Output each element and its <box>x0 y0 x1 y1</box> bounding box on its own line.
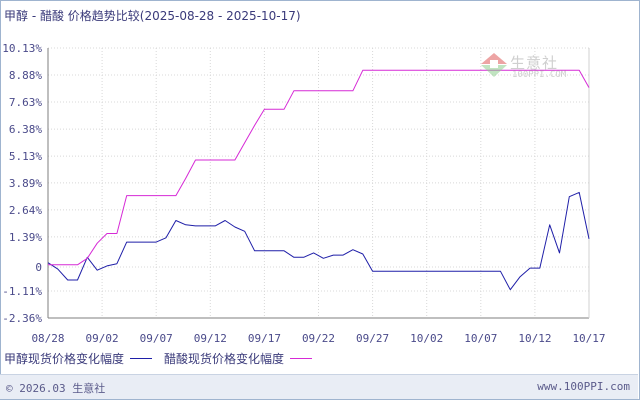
y-tick-label: 2.64% <box>9 204 42 217</box>
x-tick-label: 08/28 <box>31 332 64 345</box>
y-tick-label: 6.38% <box>9 123 42 136</box>
y-tick-label: 8.88% <box>9 69 42 82</box>
x-tick-label: 10/12 <box>518 332 551 345</box>
y-tick-label: 1.39% <box>9 231 42 244</box>
x-tick-label: 09/07 <box>140 332 173 345</box>
y-tick-label: 10.13% <box>2 42 42 55</box>
x-tick-label: 09/17 <box>248 332 281 345</box>
x-tick-labels: 08/28 09/02 09/07 09/12 09/17 09/22 09/27 10/02… <box>31 332 605 345</box>
legend-swatch-methanol <box>130 358 153 359</box>
axes <box>47 48 590 319</box>
watermark: 生意社 100PPI.COM <box>480 52 566 82</box>
legend-label-methanol: 甲醇现货价格变化幅度 <box>4 352 125 366</box>
legend-item-methanol: 甲醇现货价格变化幅度 <box>4 350 153 367</box>
y-tick-label: -1.11% <box>2 285 42 298</box>
x-tick-label: 09/22 <box>302 332 335 345</box>
y-tick-label: -2.36% <box>2 312 42 325</box>
x-tick-label: 09/02 <box>86 332 119 345</box>
x-tick-label: 10/02 <box>410 332 443 345</box>
y-tick-labels: 10.13% 8.88% 7.63% 6.38% 5.13% 3.89% 2.64% 1.39… <box>2 42 42 325</box>
y-tick-label: 5.13% <box>9 150 42 163</box>
legend-item-acetic-acid: 醋酸现货价格变化幅度 <box>164 350 313 367</box>
chart-title: 甲醇 - 醋酸 价格趋势比较(2025-08-28 - 2025-10-17) <box>4 9 301 23</box>
footer-bar: © 2026.03 生意社 www.100PPI.com <box>0 374 638 399</box>
y-tick-label: 3.89% <box>9 177 42 190</box>
watermark-url: 100PPI.COM <box>512 70 567 80</box>
legend-label-acetic-acid: 醋酸现货价格变化幅度 <box>164 352 285 366</box>
legend: 甲醇现货价格变化幅度 醋酸现货价格变化幅度 <box>4 350 324 367</box>
x-tick-label: 10/07 <box>464 332 497 345</box>
x-tick-label: 09/27 <box>356 332 389 345</box>
watermark-text: 生意社 <box>510 54 559 72</box>
series-line-methanol <box>47 191 590 291</box>
x-tick-label: 10/17 <box>572 332 605 345</box>
y-tick-label: 0 <box>35 261 42 274</box>
x-tick-label: 09/12 <box>194 332 227 345</box>
y-tick-label: 7.63% <box>9 96 42 109</box>
watermark-logo-icon <box>481 53 507 77</box>
footer-copyright: © 2026.03 生意社 <box>6 382 106 395</box>
grid <box>48 47 589 319</box>
footer-site-link[interactable]: www.100PPI.com <box>537 380 630 393</box>
legend-swatch-acetic-acid <box>290 358 313 359</box>
